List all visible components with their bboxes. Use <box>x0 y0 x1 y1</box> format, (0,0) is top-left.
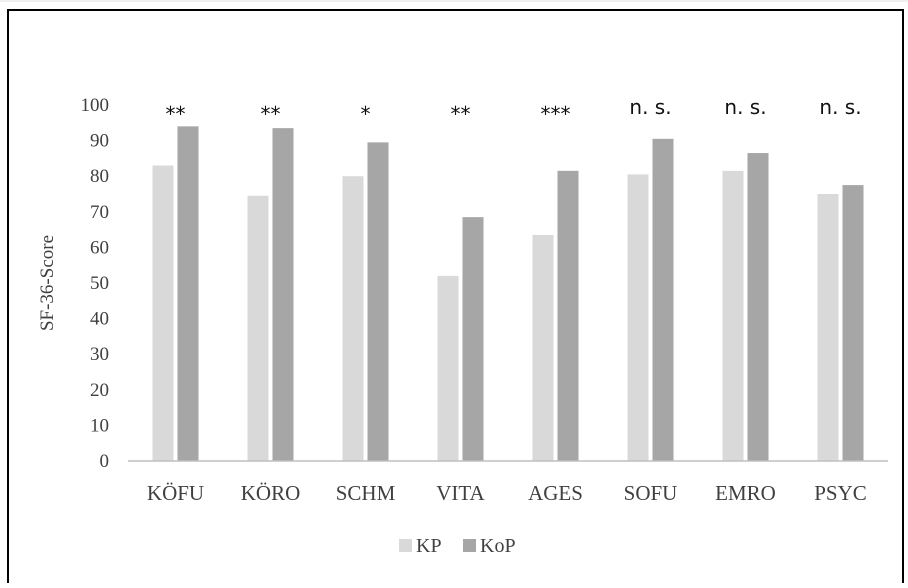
legend-label-kp: KP <box>416 535 442 557</box>
significance-label: n. s. <box>819 95 861 119</box>
bar-kop-0 <box>177 126 199 462</box>
y-tick-label: 20 <box>90 380 109 401</box>
legend-swatch-kp <box>399 539 412 552</box>
y-tick-label: 10 <box>90 415 109 436</box>
bar-kop-6 <box>747 153 769 461</box>
bar-kop-3 <box>462 217 484 461</box>
bar-kp-5 <box>627 174 649 462</box>
y-tick-label: 0 <box>100 451 110 472</box>
significance-label: ** <box>451 102 471 126</box>
x-tick-label: KÖFU <box>147 481 204 505</box>
x-tick-label: SOFU <box>624 481 678 505</box>
x-tick-label: VITA <box>436 481 485 505</box>
bar-kp-4 <box>532 234 554 461</box>
legend-label-kop: KoP <box>480 535 516 557</box>
bar-kop-2 <box>367 142 389 461</box>
legend: KP KoP <box>399 535 516 557</box>
chart-area-border <box>7 9 904 588</box>
significance-label: ** <box>166 102 186 126</box>
bar-kp-6 <box>722 170 744 462</box>
y-tick-label: 60 <box>90 237 109 258</box>
significance-labels: ** ** * ** *** n. s. n. s. n. s. <box>166 95 862 126</box>
x-tick-label: EMRO <box>715 481 776 505</box>
bar-kp-0 <box>152 165 174 461</box>
bar-kop-7 <box>842 185 864 461</box>
y-tick-labels: 0 10 20 30 40 50 60 70 80 90 100 <box>81 95 110 472</box>
bar-group <box>152 126 864 462</box>
y-tick-label: 90 <box>90 131 109 152</box>
y-tick-label: 30 <box>90 344 109 365</box>
y-tick-label: 70 <box>90 202 109 223</box>
bar-kp-3 <box>437 275 459 461</box>
bar-kop-5 <box>652 138 674 461</box>
y-tick-label: 80 <box>90 166 109 187</box>
y-axis-label: SF-36-Score <box>37 235 58 331</box>
x-tick-label: AGES <box>528 481 583 505</box>
legend-swatch-kop <box>463 539 476 552</box>
significance-label: *** <box>541 102 571 126</box>
significance-label: * <box>361 102 371 126</box>
significance-label: n. s. <box>724 95 766 119</box>
bar-kp-2 <box>342 176 364 461</box>
bar-kop-1 <box>272 128 294 461</box>
bar-kp-7 <box>817 194 839 461</box>
y-tick-label: 50 <box>90 273 109 294</box>
x-tick-label: KÖRO <box>241 481 301 505</box>
category-labels: KÖFU KÖRO SCHM VITA AGES SOFU EMRO PSYC <box>147 481 867 505</box>
significance-label: ** <box>261 102 281 126</box>
bar-kp-1 <box>247 195 269 461</box>
bar-kop-4 <box>557 170 579 462</box>
x-tick-label: SCHM <box>336 481 396 505</box>
x-tick-label: PSYC <box>814 481 867 505</box>
y-tick-label: 100 <box>81 95 110 116</box>
significance-label: n. s. <box>629 95 671 119</box>
y-tick-label: 40 <box>90 309 109 330</box>
